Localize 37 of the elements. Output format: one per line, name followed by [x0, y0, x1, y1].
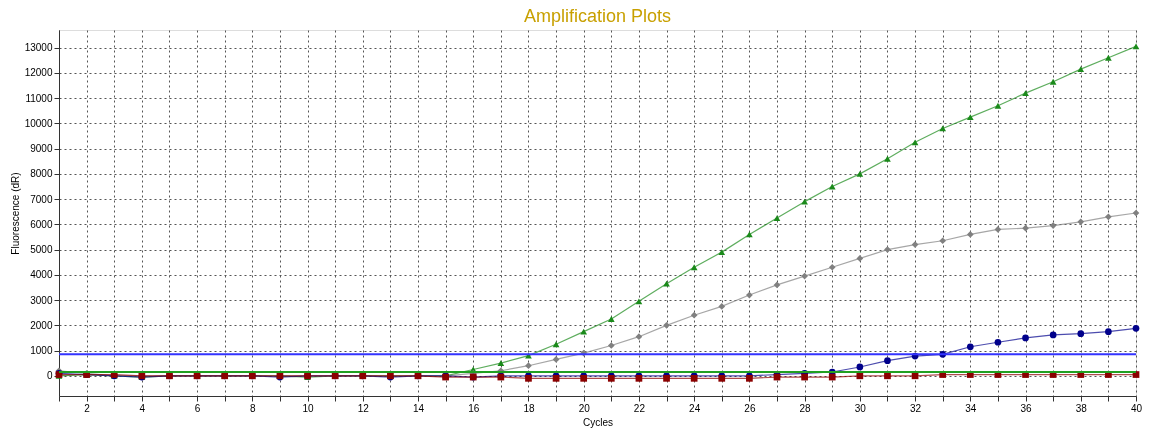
y-tick-label: 9000 — [30, 143, 53, 155]
x-tick-label: 6 — [194, 402, 201, 414]
y-tick-label: 1000 — [30, 345, 53, 357]
x-tick-label: 26 — [744, 402, 756, 414]
x-tick-label: 4 — [139, 402, 146, 414]
x-axis-title: Cycles — [582, 416, 614, 428]
y-tick-label: 4000 — [30, 269, 53, 281]
x-tick-label: 20 — [578, 402, 591, 414]
y-tick-label: 2000 — [30, 319, 53, 331]
x-tick-label: 32 — [910, 402, 922, 414]
x-tick-label: 34 — [965, 402, 977, 414]
x-tick-label: 30 — [854, 402, 867, 414]
x-tick-label: 18 — [523, 402, 535, 414]
x-tick-label: 8 — [250, 402, 257, 414]
y-axis-title: Fluorescence (dR) — [9, 172, 21, 255]
x-tick-label: 2 — [84, 402, 91, 414]
x-tick-label: 10 — [302, 402, 315, 414]
x-tick-label: 40 — [1130, 402, 1143, 414]
y-tick-label: 8000 — [30, 168, 53, 180]
x-tick-label: 22 — [633, 402, 646, 414]
x-tick-label: 12 — [357, 402, 370, 414]
x-tick-label: 16 — [468, 402, 480, 414]
y-tick-label: 0 — [46, 370, 53, 382]
y-tick-label: 3000 — [30, 294, 53, 306]
x-tick-label: 24 — [689, 402, 701, 414]
x-tick-label: 28 — [799, 402, 812, 414]
chart-title: Amplification Plots — [523, 6, 672, 26]
y-tick-label: 13000 — [24, 42, 53, 54]
x-tick-label: 36 — [1020, 402, 1033, 414]
y-tick-label: 7000 — [30, 193, 53, 205]
x-tick-label: 14 — [412, 402, 425, 414]
y-tick-label: 10000 — [24, 117, 53, 129]
y-tick-label: 11000 — [25, 92, 53, 104]
y-tick-label: 6000 — [30, 218, 53, 230]
y-tick-label: 5000 — [30, 244, 53, 256]
x-tick-label: 38 — [1075, 402, 1088, 414]
y-tick-label: 12000 — [24, 67, 53, 79]
